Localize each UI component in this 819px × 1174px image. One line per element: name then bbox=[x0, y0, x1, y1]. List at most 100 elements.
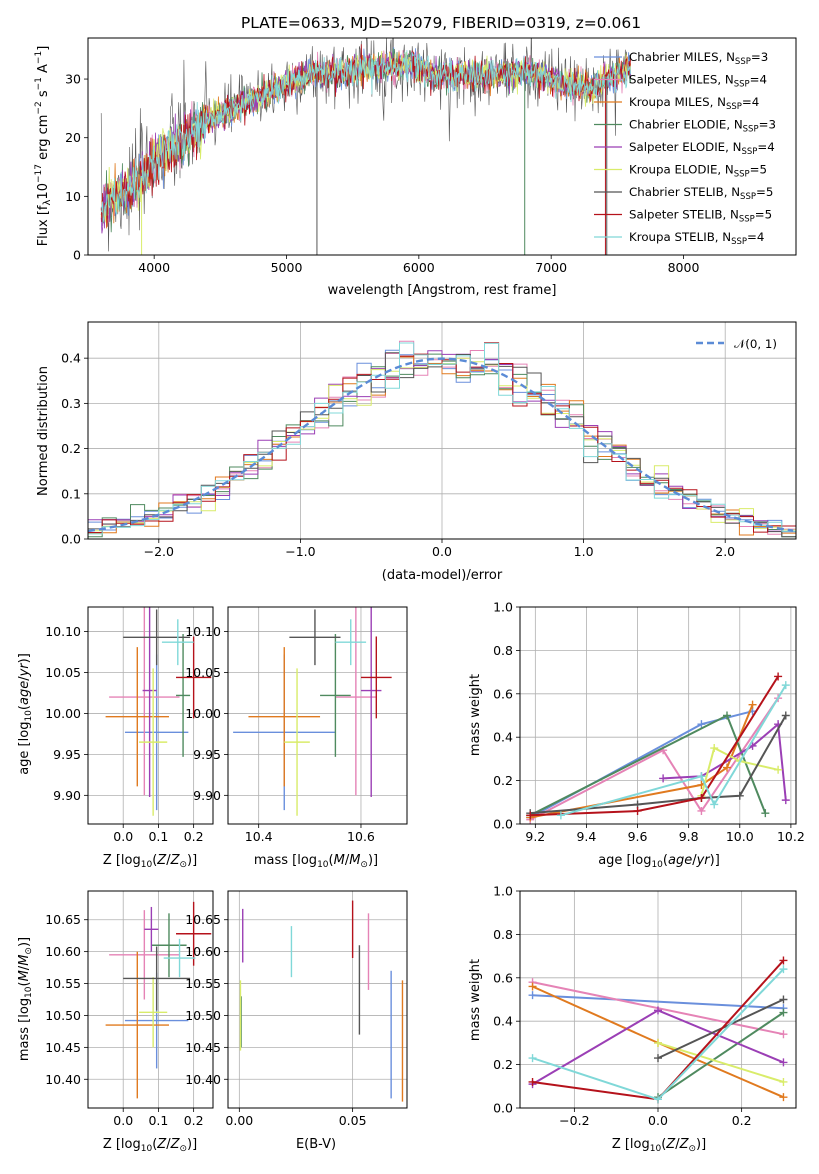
weight-marker bbox=[528, 1054, 537, 1063]
panel-4-frame bbox=[519, 606, 797, 825]
x-tick-label: 6000 bbox=[403, 260, 435, 275]
y-tick-label: 10.00 bbox=[185, 706, 221, 721]
x-tick-label: 0.00 bbox=[225, 1113, 253, 1128]
panel-7-plot bbox=[528, 956, 788, 1104]
weight-marker bbox=[528, 1077, 537, 1086]
y-tick-label: 0.0 bbox=[493, 1101, 513, 1116]
y-tick-label: 10.50 bbox=[185, 1008, 221, 1023]
x-tick-label: 0.2 bbox=[184, 829, 204, 844]
panel-4-plot bbox=[526, 672, 790, 824]
y-tick-label: 10.40 bbox=[45, 1072, 81, 1087]
panel-1-frame bbox=[87, 321, 797, 540]
weight-marker bbox=[735, 791, 744, 800]
weight-marker bbox=[781, 796, 790, 805]
weight-marker bbox=[697, 806, 706, 815]
weight-marker bbox=[710, 800, 719, 809]
weight-age-ylabel: mass weight bbox=[468, 674, 483, 756]
panel-3-frame bbox=[227, 606, 408, 825]
weight-marker bbox=[761, 809, 770, 818]
panel-1-plot bbox=[88, 340, 796, 539]
y-tick-label: 0.0 bbox=[493, 817, 513, 832]
mass-z-xlabel: Z [log10(Z/Z⊙)] bbox=[103, 1137, 197, 1154]
residual-xlabel: (data-model)/error bbox=[382, 568, 503, 583]
y-tick-label: 10.65 bbox=[185, 912, 221, 927]
spectrum-ylabel: Flux [fλ10−17 erg cm−2 s−1 A−1] bbox=[34, 46, 53, 247]
weight-marker bbox=[654, 1054, 662, 1063]
x-tick-label: 0.1 bbox=[148, 829, 168, 844]
panel-6-frame bbox=[227, 890, 408, 1109]
panel-5-frame bbox=[87, 890, 214, 1109]
mass-ebv-xlabel: E(B-V) bbox=[296, 1137, 336, 1152]
weight-marker bbox=[779, 1008, 788, 1017]
panel-2-frame bbox=[87, 606, 214, 825]
weight-marker bbox=[779, 995, 788, 1004]
weight-marker bbox=[659, 774, 668, 783]
y-tick-label: 10.60 bbox=[185, 944, 221, 959]
histogram-series-8 bbox=[88, 342, 796, 539]
weight-marker bbox=[528, 991, 537, 1000]
weight-series-3 bbox=[657, 1011, 785, 1099]
y-tick-label: 10.45 bbox=[185, 1040, 221, 1055]
y-tick-label: 0 bbox=[73, 248, 81, 263]
legend-entry: Salpeter ELODIE, NSSP=4 bbox=[629, 140, 775, 157]
weight-marker bbox=[697, 772, 706, 781]
y-tick-label: 10.00 bbox=[45, 706, 81, 721]
age-mass-xlabel: mass [log10(M/M⊙)] bbox=[254, 853, 378, 870]
weight-marker bbox=[748, 700, 757, 709]
spectrum-legend: Chabrier MILES, NSSP=3 Salpeter MILES, NS… bbox=[594, 50, 776, 247]
legend-entry: Kroupa ELODIE, NSSP=5 bbox=[629, 163, 767, 180]
legend-sub: SSP bbox=[726, 102, 742, 112]
x-tick-label: 0.2 bbox=[732, 1113, 752, 1128]
residual-ylabel: Normed distribution bbox=[36, 366, 51, 496]
legend-sub: SSP bbox=[743, 125, 759, 135]
weight-marker bbox=[528, 982, 537, 991]
spectrum-title: PLATE=0633, MJD=52079, FIBERID=0319, z=0… bbox=[241, 14, 641, 32]
x-tick-label: 9.4 bbox=[576, 829, 596, 844]
x-tick-label: 0.2 bbox=[184, 1113, 204, 1128]
weight-series-7 bbox=[530, 675, 779, 817]
panel-0-frame bbox=[87, 37, 797, 256]
legend-sub: SSP bbox=[734, 170, 750, 180]
weight-z-xlabel: Z [log10(Z/Z⊙)] bbox=[612, 1137, 706, 1154]
weight-z-ylabel: mass weight bbox=[468, 959, 483, 1041]
x-tick-label: 7000 bbox=[535, 260, 567, 275]
y-tick-label: 0.6 bbox=[493, 970, 513, 985]
panel-2-axes: 0.0 0.1 0.2 9.90 9.95 10.00 10.05 10.10 bbox=[45, 607, 213, 844]
y-tick-label: 0.4 bbox=[493, 1014, 513, 1029]
legend-entry: Kroupa MILES, NSSP=4 bbox=[629, 95, 759, 112]
x-tick-label: 10.6 bbox=[347, 829, 375, 844]
normal-reference-curve bbox=[88, 357, 794, 533]
y-tick-label: 0.8 bbox=[493, 927, 513, 942]
weight-marker bbox=[779, 965, 788, 974]
y-tick-label: 0.3 bbox=[61, 396, 81, 411]
y-tick-label: 10 bbox=[65, 189, 81, 204]
x-tick-label: 0.05 bbox=[339, 1113, 367, 1128]
y-tick-label: 0.2 bbox=[61, 441, 81, 456]
y-tick-label: 1.0 bbox=[493, 884, 513, 899]
x-tick-label: 4000 bbox=[138, 260, 170, 275]
y-tick-label: 20 bbox=[65, 130, 81, 145]
y-tick-label: 10.50 bbox=[45, 1008, 81, 1023]
x-tick-label: 0.0 bbox=[113, 1113, 133, 1128]
y-tick-label: 10.10 bbox=[185, 624, 221, 639]
y-tick-label: 10.05 bbox=[45, 665, 81, 680]
weight-marker bbox=[774, 672, 783, 681]
x-tick-label: −0.2 bbox=[559, 1113, 589, 1128]
panel-7-axes: −0.2 0.0 0.2 0.0 0.2 0.4 0.6 0.8 1.0 bbox=[493, 884, 796, 1128]
weight-marker bbox=[779, 1058, 788, 1067]
legend-eq: =5 bbox=[756, 185, 773, 199]
legend-sub: SSP bbox=[735, 57, 751, 67]
weight-marker bbox=[654, 1038, 662, 1047]
x-tick-label: 10.0 bbox=[726, 829, 754, 844]
weight-marker bbox=[654, 1006, 662, 1015]
legend-sub: SSP bbox=[741, 147, 757, 157]
legend-eq: =4 bbox=[757, 140, 774, 154]
legend-sub: SSP bbox=[740, 192, 756, 202]
weight-marker bbox=[633, 806, 642, 815]
legend-sub: SSP bbox=[731, 237, 747, 247]
y-tick-label: 10.55 bbox=[185, 976, 221, 991]
weight-marker bbox=[779, 956, 788, 965]
legend-eq: =5 bbox=[750, 163, 767, 177]
y-tick-label: 0.4 bbox=[493, 730, 513, 745]
